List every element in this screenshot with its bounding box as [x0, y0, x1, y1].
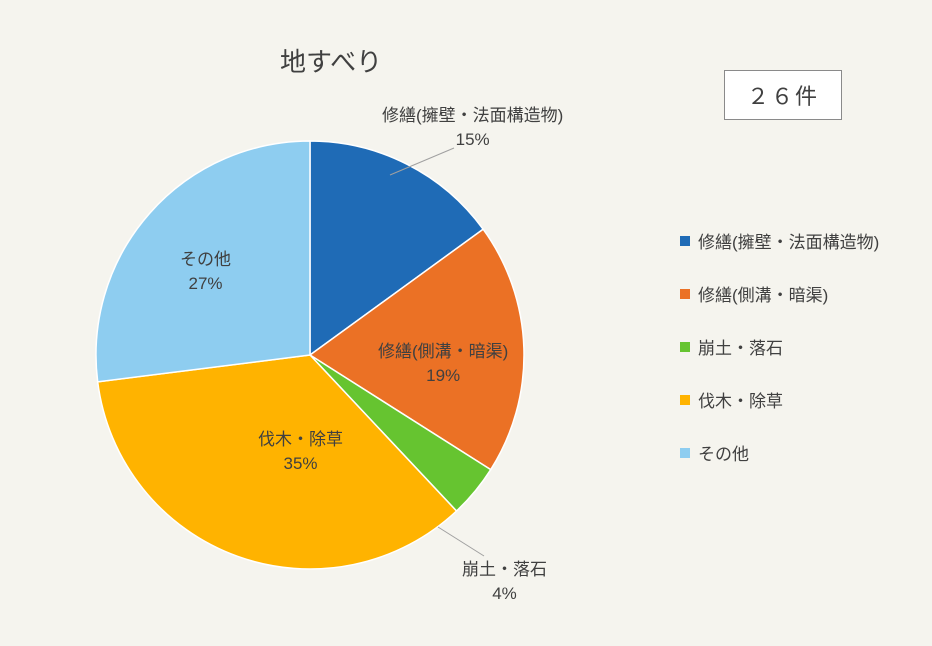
slice-label: 修繕(側溝・暗渠)19%: [378, 340, 508, 388]
slice-label-percent: 4%: [462, 582, 547, 606]
slice-label-percent: 19%: [378, 364, 508, 388]
legend-item: 修繕(擁壁・法面構造物): [680, 228, 879, 253]
slice-label-percent: 35%: [258, 452, 343, 476]
legend-item: その他: [680, 440, 879, 465]
slice-label-name: 修繕(擁壁・法面構造物): [382, 104, 563, 128]
legend-item: 伐木・除草: [680, 387, 879, 412]
legend-item: 修繕(側溝・暗渠): [680, 281, 879, 306]
legend-label: その他: [698, 440, 749, 465]
legend-marker: [680, 342, 690, 352]
legend-marker: [680, 448, 690, 458]
slice-label-name: その他: [180, 248, 231, 272]
legend-item: 崩土・落石: [680, 334, 879, 359]
legend-label: 崩土・落石: [698, 334, 783, 359]
legend: 修繕(擁壁・法面構造物) 修繕(側溝・暗渠) 崩土・落石伐木・除草その他: [680, 228, 879, 493]
slice-label: 崩土・落石4%: [462, 558, 547, 606]
legend-marker: [680, 289, 690, 299]
slice-label: その他27%: [180, 248, 231, 296]
legend-label: 修繕(擁壁・法面構造物): [698, 228, 879, 253]
legend-label: 修繕(側溝・暗渠): [698, 281, 828, 306]
slice-label-name: 崩土・落石: [462, 558, 547, 582]
legend-label: 伐木・除草: [698, 387, 783, 412]
leader-line: [438, 527, 484, 556]
slice-label-percent: 27%: [180, 272, 231, 296]
legend-marker: [680, 236, 690, 246]
slice-label-name: 伐木・除草: [258, 428, 343, 452]
legend-marker: [680, 395, 690, 405]
slice-label: 伐木・除草35%: [258, 428, 343, 476]
slice-label-name: 修繕(側溝・暗渠): [378, 340, 508, 364]
slice-label-percent: 15%: [382, 128, 563, 152]
slice-label: 修繕(擁壁・法面構造物)15%: [382, 104, 563, 152]
